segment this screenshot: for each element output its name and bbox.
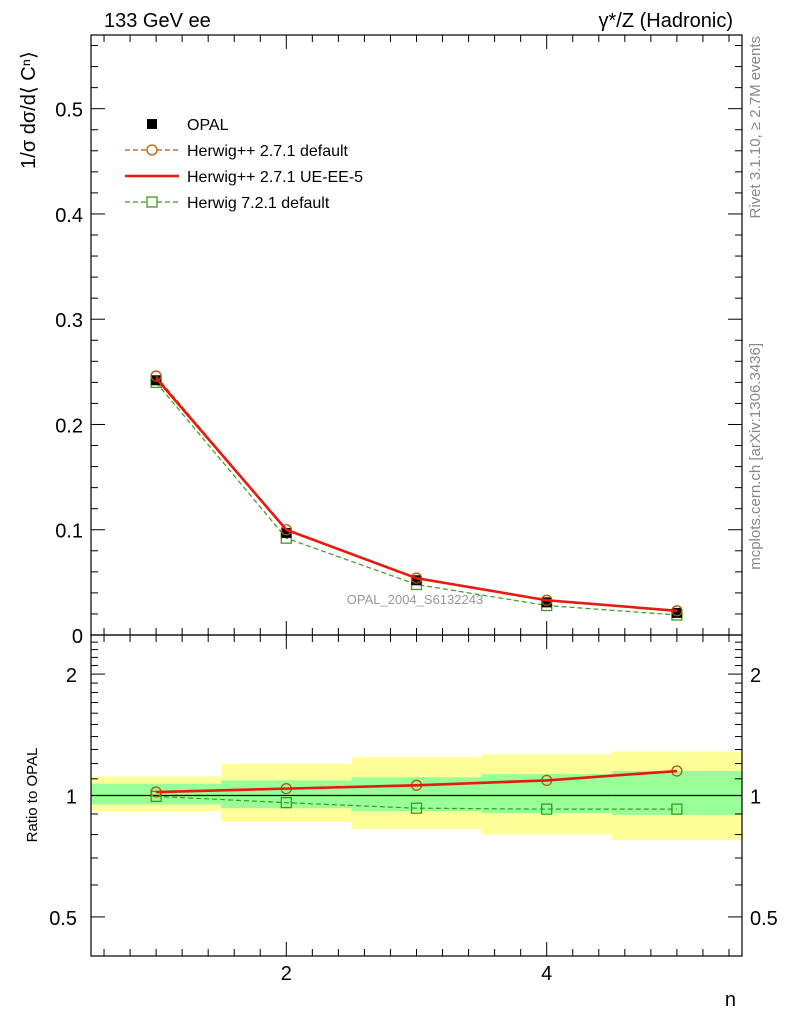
x-axis-label: n	[725, 989, 736, 1011]
main-plot-panel: 0 0.1 0.2 0.3 0.4 0.5	[55, 34, 743, 648]
ratio-y-tick-label-right: 2	[750, 665, 761, 687]
legend-marker-square	[147, 119, 157, 129]
ratio-stat-uncertainty-band	[91, 783, 222, 805]
mcplots-label: mcplots.cern.ch [arXiv:1306.3436]	[747, 343, 764, 570]
ratio-y-tick-label: 2	[66, 665, 77, 687]
header-left: 133 GeV ee	[104, 10, 211, 32]
main-y-tick-label: 0.1	[55, 521, 83, 543]
main-series-line-herwig-7-2-1-default	[155, 381, 677, 616]
legend-label: Herwig 7.2.1 default	[187, 195, 330, 212]
main-point-herwig-2-7-1-default	[280, 524, 292, 536]
main-point-opal	[411, 575, 422, 586]
legend-label: OPAL	[187, 117, 229, 134]
ratio-plot-frame	[90, 634, 743, 957]
legend-label: Herwig++ 2.7.1 UE-EE-5	[187, 169, 363, 186]
ratio-stat-uncertainty-band	[611, 771, 742, 815]
header-right: γ*/Z (Hadronic)	[599, 10, 733, 32]
legend-entry-opal: OPAL	[147, 117, 229, 134]
x-tick-label: 4	[541, 963, 552, 985]
main-y-tick-label: 0	[72, 626, 83, 648]
rivet-version-label: Rivet 3.1.10, ≥ 2.7M events	[747, 36, 764, 219]
main-y-tick-label: 0.4	[55, 205, 83, 227]
ratio-point-herwig-7-2-1-default	[541, 803, 553, 815]
main-point-herwig-2-7-1-default	[150, 370, 162, 382]
ratio-series-line-herwig-7-2-1-default	[156, 795, 677, 810]
legend-label: Herwig++ 2.7.1 default	[187, 143, 349, 160]
ratio-y-tick-label-right: 1	[750, 787, 761, 809]
ratio-point-herwig-7-2-1-default	[671, 803, 683, 815]
ratio-point-herwig-7-2-1-default	[280, 797, 292, 809]
ratio-series-line-herwig-2-7-1-ue-ee-5	[156, 769, 677, 794]
legend-marker-open-square	[146, 196, 158, 208]
main-point-opal	[671, 607, 682, 618]
legend-entry-herwig-7-2-1-default: Herwig 7.2.1 default	[125, 195, 330, 212]
ratio-y-axis-label: Ratio to OPAL	[24, 748, 41, 843]
ratio-stat-uncertainty-band	[221, 780, 352, 809]
legend-entry-herwig-2-7-1-ue-ee-5: Herwig++ 2.7.1 UE-EE-5	[125, 169, 363, 186]
main-point-opal	[151, 375, 162, 386]
main-series-line-herwig-2-7-1-ue-ee-5	[155, 377, 678, 613]
legend-entry-herwig-2-7-1-default: Herwig++ 2.7.1 default	[125, 143, 349, 160]
legend-marker-circle	[146, 144, 158, 156]
ratio-y-tick-label: 0.5	[49, 908, 77, 930]
analysis-watermark: OPAL_2004_S6132243	[347, 592, 483, 607]
ratio-point-herwig-7-2-1-default	[410, 802, 423, 814]
main-point-opal	[541, 597, 552, 608]
ratio-y-tick-label: 1	[66, 787, 77, 809]
ratio-plot-panel: 0.5 0.5 1 1 2 2 2 4	[49, 634, 778, 985]
ratio-y-tick-label-right: 0.5	[750, 908, 778, 930]
x-tick-label: 2	[281, 963, 292, 985]
main-y-tick-label: 0.3	[55, 310, 83, 332]
main-y-axis-label: 1/σ dσ/d⟨ Cⁿ⟩	[18, 51, 40, 169]
legend: OPAL Herwig++ 2.7.1 default Herwig++ 2.7.1…	[125, 117, 363, 212]
main-y-tick-label: 0.5	[55, 100, 83, 122]
main-y-tick-label: 0.2	[55, 415, 83, 437]
main-point-opal	[281, 527, 292, 538]
